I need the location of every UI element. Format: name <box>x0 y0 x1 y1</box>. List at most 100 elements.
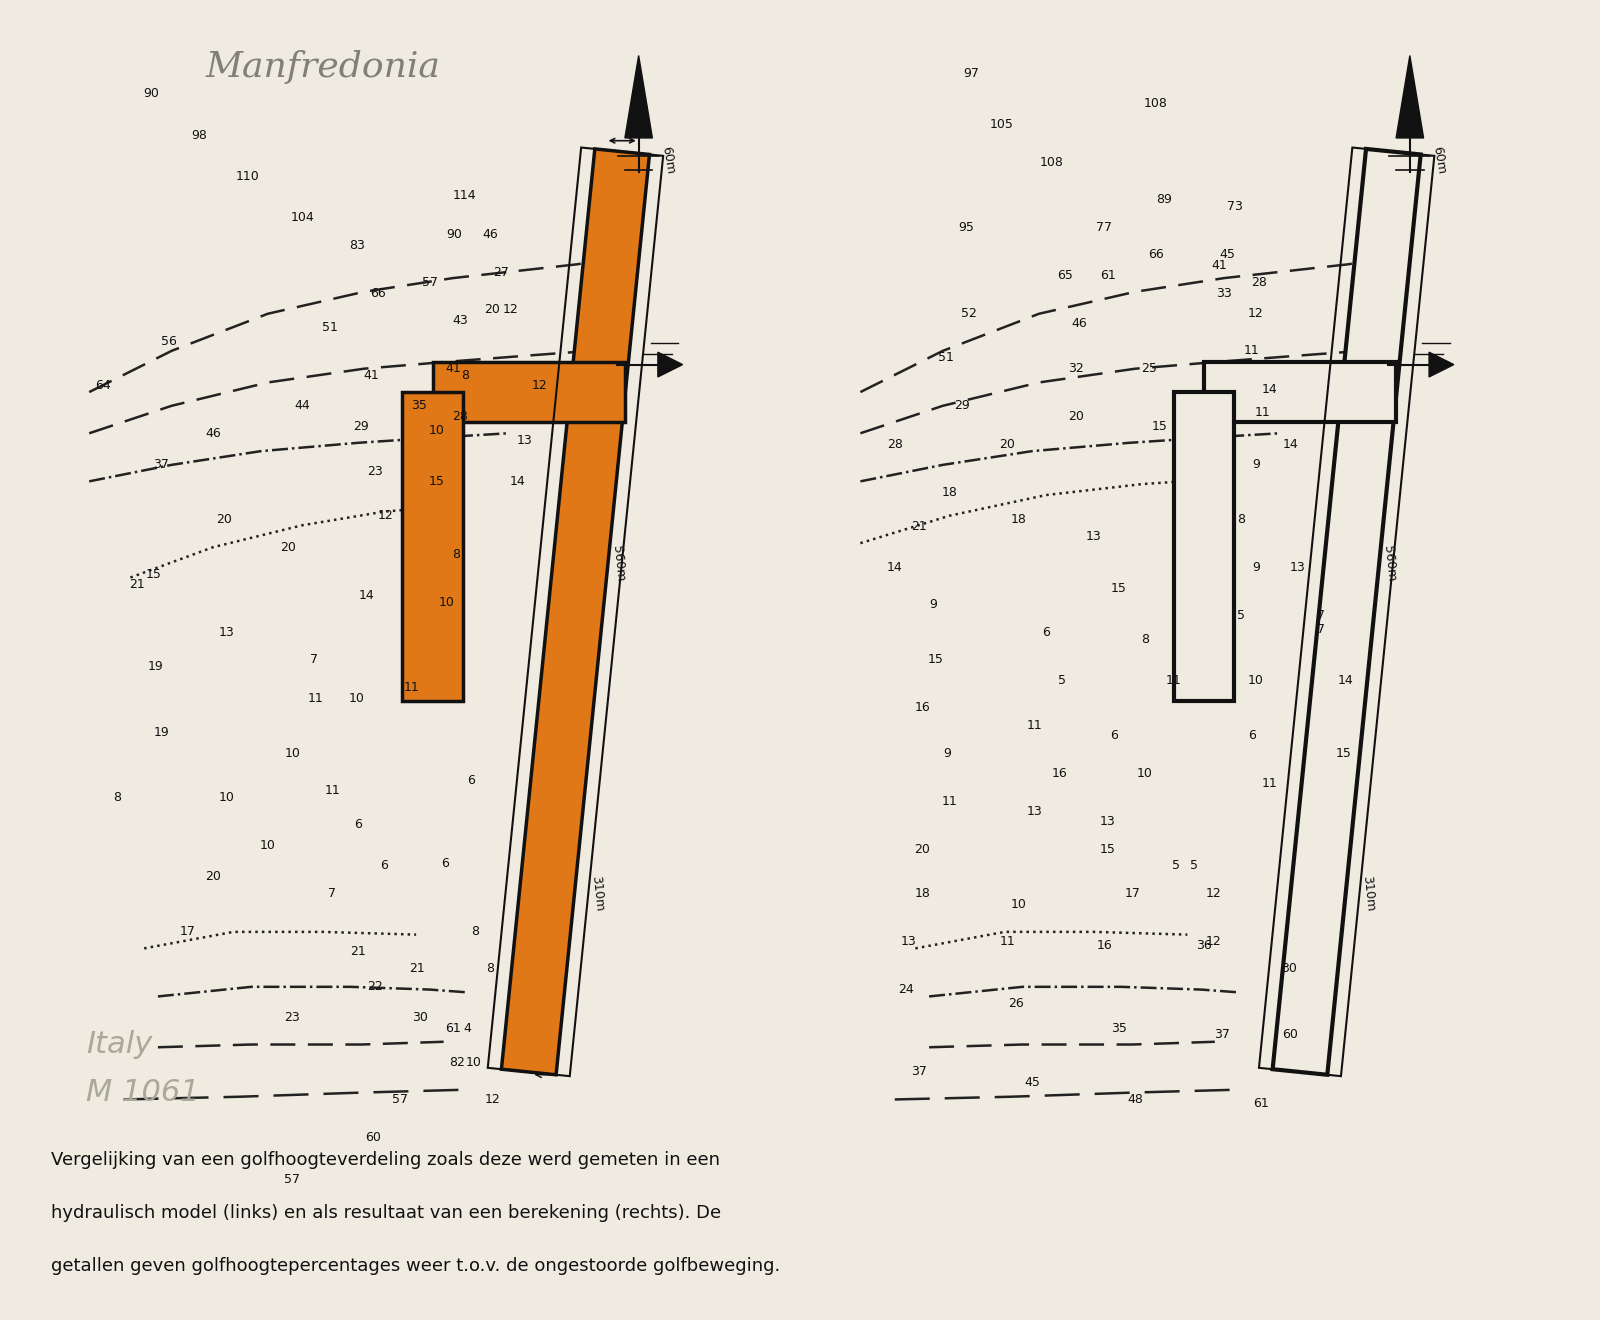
Text: 51: 51 <box>938 351 954 364</box>
Text: 17: 17 <box>1125 887 1141 900</box>
Text: 41: 41 <box>363 370 379 381</box>
Text: 6: 6 <box>381 859 389 873</box>
Text: 89: 89 <box>1157 193 1171 206</box>
Text: 11: 11 <box>307 692 323 705</box>
Text: 98: 98 <box>190 129 206 141</box>
Text: 17: 17 <box>181 925 197 939</box>
Text: 90: 90 <box>142 87 158 100</box>
Text: 51: 51 <box>322 321 338 334</box>
Text: 11: 11 <box>1254 407 1270 420</box>
Text: 45: 45 <box>1024 1077 1040 1089</box>
Text: M 1061: M 1061 <box>86 1078 200 1107</box>
Polygon shape <box>1429 352 1454 378</box>
Text: 95: 95 <box>958 220 974 234</box>
Text: 6: 6 <box>1248 729 1256 742</box>
Text: 60m: 60m <box>659 145 677 174</box>
Text: 10: 10 <box>259 838 275 851</box>
Text: 32: 32 <box>1069 362 1083 375</box>
Text: 310m: 310m <box>1360 875 1378 912</box>
Text: 8: 8 <box>112 791 120 804</box>
Text: 11: 11 <box>1262 777 1278 791</box>
Text: 41: 41 <box>445 362 461 375</box>
Text: 8: 8 <box>486 962 494 975</box>
Text: 5: 5 <box>1190 859 1198 873</box>
Text: 20: 20 <box>205 870 221 883</box>
Text: 10: 10 <box>349 692 365 705</box>
Text: 16: 16 <box>1098 939 1112 952</box>
Text: 8: 8 <box>1141 632 1149 645</box>
Text: 29: 29 <box>954 400 970 412</box>
Text: 20: 20 <box>1069 411 1083 424</box>
Text: 15: 15 <box>146 568 162 581</box>
Text: 560m: 560m <box>1381 545 1397 582</box>
Text: 97: 97 <box>963 67 979 81</box>
Text: 19: 19 <box>147 660 163 673</box>
Text: 21: 21 <box>410 962 426 975</box>
Text: 11: 11 <box>1166 675 1181 686</box>
Polygon shape <box>1272 149 1421 1074</box>
Text: 108: 108 <box>1040 156 1064 169</box>
Polygon shape <box>432 362 626 422</box>
Text: 12: 12 <box>531 379 547 392</box>
Text: 11: 11 <box>1245 345 1259 358</box>
Text: 10: 10 <box>1011 898 1026 911</box>
Text: 36: 36 <box>1195 939 1211 952</box>
Text: 29: 29 <box>354 420 370 433</box>
Text: 4: 4 <box>462 1022 470 1035</box>
Text: 37: 37 <box>152 458 168 471</box>
Text: 18: 18 <box>942 486 958 499</box>
Text: 60m: 60m <box>1430 145 1448 174</box>
Polygon shape <box>1397 55 1424 139</box>
Polygon shape <box>1203 362 1397 422</box>
Text: 28: 28 <box>886 438 902 450</box>
Text: 9: 9 <box>1253 561 1259 574</box>
Text: 8: 8 <box>461 370 469 381</box>
Text: Vergelijking van een golfhoogteverdeling zoals deze werd gemeten in een: Vergelijking van een golfhoogteverdeling… <box>51 1151 720 1170</box>
Text: 12: 12 <box>1248 308 1264 321</box>
Text: 61: 61 <box>1254 1097 1269 1110</box>
Text: 83: 83 <box>349 239 365 252</box>
Text: 11: 11 <box>405 681 419 694</box>
Text: 6: 6 <box>1110 729 1118 742</box>
Text: 77: 77 <box>1096 220 1112 234</box>
Text: 15: 15 <box>429 475 445 488</box>
Text: 15: 15 <box>1336 747 1352 760</box>
Text: 30: 30 <box>413 1011 429 1023</box>
Text: 5: 5 <box>1173 859 1181 873</box>
Text: 15: 15 <box>1110 582 1126 595</box>
Text: 21: 21 <box>912 520 928 533</box>
Text: 48: 48 <box>1126 1093 1142 1106</box>
Text: 20: 20 <box>483 304 499 317</box>
Text: 13: 13 <box>1086 529 1102 543</box>
Text: 12: 12 <box>502 304 518 317</box>
Text: 13: 13 <box>1027 804 1043 817</box>
Text: 7: 7 <box>1317 610 1325 623</box>
Polygon shape <box>1173 392 1234 701</box>
Polygon shape <box>501 149 650 1074</box>
Text: 10: 10 <box>219 791 235 804</box>
Text: 13: 13 <box>517 434 533 446</box>
Text: 14: 14 <box>358 589 374 602</box>
Text: 33: 33 <box>1216 286 1232 300</box>
Text: 23: 23 <box>285 1011 301 1023</box>
Text: 8: 8 <box>1237 513 1245 527</box>
Text: 57: 57 <box>392 1093 408 1106</box>
Text: 43: 43 <box>453 314 467 327</box>
Text: 11: 11 <box>942 795 957 808</box>
Text: 20: 20 <box>1000 438 1016 450</box>
Text: 560m: 560m <box>610 545 626 582</box>
Text: 14: 14 <box>1338 675 1354 686</box>
Text: 66: 66 <box>1147 248 1163 261</box>
Text: 20: 20 <box>280 541 296 554</box>
Text: 26: 26 <box>1008 997 1024 1010</box>
Polygon shape <box>626 55 653 139</box>
Text: 56: 56 <box>162 335 178 347</box>
Text: 7: 7 <box>328 887 336 900</box>
Text: 110: 110 <box>235 170 259 183</box>
Text: 6: 6 <box>467 775 475 787</box>
Text: 10: 10 <box>438 595 454 609</box>
Text: 9: 9 <box>930 598 938 611</box>
Text: 6: 6 <box>1042 626 1050 639</box>
Text: 73: 73 <box>1227 201 1243 213</box>
Text: 5: 5 <box>1058 675 1066 686</box>
